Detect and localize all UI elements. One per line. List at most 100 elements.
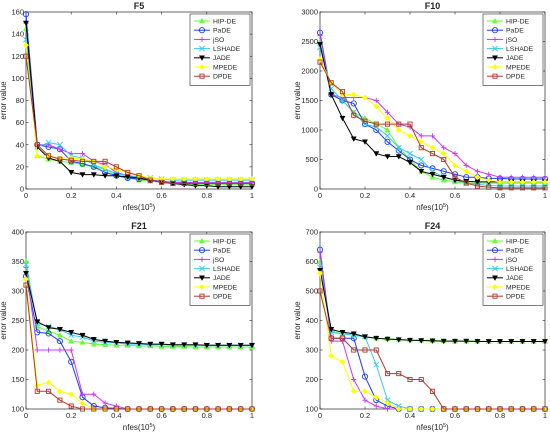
data-point (486, 406, 492, 412)
data-point (192, 406, 199, 412)
data-point (192, 180, 199, 186)
data-point (56, 141, 63, 148)
x-tick-label: 0.2 (66, 191, 76, 200)
data-point (46, 347, 52, 353)
data-point (79, 172, 86, 178)
legend-marker (199, 293, 205, 299)
y-tick-label: 350 (11, 257, 24, 266)
y-tick-label: 200 (305, 375, 318, 384)
data-point (45, 379, 52, 386)
legend-marker (199, 256, 205, 262)
data-point (396, 371, 402, 377)
legend-marker (492, 36, 498, 42)
data-point (170, 406, 176, 412)
data-point (531, 406, 537, 412)
data-point (463, 162, 469, 168)
data-point (135, 341, 143, 347)
legend-marker (198, 55, 206, 61)
data-point (429, 151, 436, 157)
x-tick-label: 1 (250, 411, 254, 420)
legend: HIP-DE PaDE jSO LSHADE JADE MPEDE DPDE (482, 233, 544, 306)
data-point (215, 406, 221, 412)
data-point (384, 138, 391, 145)
y-tick-label: 500 (305, 287, 318, 296)
legend-marker (491, 237, 499, 244)
data-point (418, 168, 425, 175)
data-point (181, 342, 188, 348)
data-point (339, 97, 346, 104)
data-point (328, 327, 335, 333)
legend-label: jSO (505, 37, 517, 44)
x-tick-label: 0.6 (156, 191, 166, 200)
data-point (407, 150, 413, 157)
data-point (451, 338, 459, 345)
data-point (362, 94, 368, 101)
data-point (91, 406, 97, 412)
data-point (68, 170, 75, 176)
data-point (238, 180, 244, 186)
legend-marker (199, 265, 205, 272)
data-point (373, 151, 380, 157)
data-point (463, 180, 469, 186)
data-point (57, 397, 63, 403)
data-point (159, 179, 165, 185)
y-axis-label: error value (293, 81, 302, 120)
data-point (418, 133, 424, 139)
data-point (125, 169, 131, 175)
y-tick-label: 400 (11, 228, 24, 237)
y-tick-label: 2500 (301, 37, 318, 46)
legend-marker (199, 64, 205, 70)
data-point (34, 152, 41, 159)
data-point (339, 89, 346, 95)
data-point (519, 174, 526, 180)
data-point (79, 406, 86, 412)
legend-label: MPEDE (506, 284, 531, 291)
data-point (474, 339, 481, 345)
data-point (463, 338, 470, 345)
legend-marker (199, 45, 205, 52)
data-point (485, 177, 492, 184)
legend-marker (491, 275, 499, 281)
data-point (406, 160, 414, 166)
data-point (90, 172, 97, 178)
legend-item-jade: JADE (487, 55, 524, 62)
legend-label: JADE (506, 275, 524, 282)
y-tick-label: 1500 (301, 96, 318, 105)
y-tick-label: 20 (16, 162, 24, 171)
legend-marker (492, 293, 498, 299)
data-point (68, 391, 75, 398)
data-point (474, 174, 481, 181)
x-tick-label: 1 (250, 191, 254, 200)
legend-marker (492, 256, 498, 262)
data-point (124, 340, 131, 347)
legend-marker (198, 17, 206, 24)
x-tick-label: 0.6 (450, 411, 460, 420)
data-point (339, 329, 346, 336)
data-point (22, 270, 30, 277)
legend-label: DPDE (213, 74, 232, 81)
legend-item-jade: JADE (194, 55, 231, 62)
data-point (57, 146, 63, 152)
legend-item-pade: PaDE (487, 247, 524, 255)
data-point (237, 342, 244, 349)
data-point (90, 337, 97, 343)
data-point (395, 406, 402, 412)
data-point (181, 180, 187, 186)
data-point (429, 144, 436, 151)
data-point (361, 334, 369, 340)
data-point (22, 11, 30, 18)
legend-label: JADE (506, 55, 524, 62)
data-point (226, 406, 232, 412)
data-point (407, 132, 413, 139)
data-point (170, 180, 176, 186)
data-point (373, 103, 380, 110)
y-tick-label: 120 (11, 52, 24, 61)
data-point (519, 185, 526, 191)
data-point (158, 341, 165, 348)
chart-f21: F21 0 0.2 0.4 0.6 0.8 1 100 150 200 250 300 350 400 nf… (0, 221, 256, 432)
data-point (452, 174, 458, 180)
data-point (508, 339, 515, 345)
legend-item-pade: PaDE (194, 27, 231, 35)
legend-marker (492, 73, 498, 79)
